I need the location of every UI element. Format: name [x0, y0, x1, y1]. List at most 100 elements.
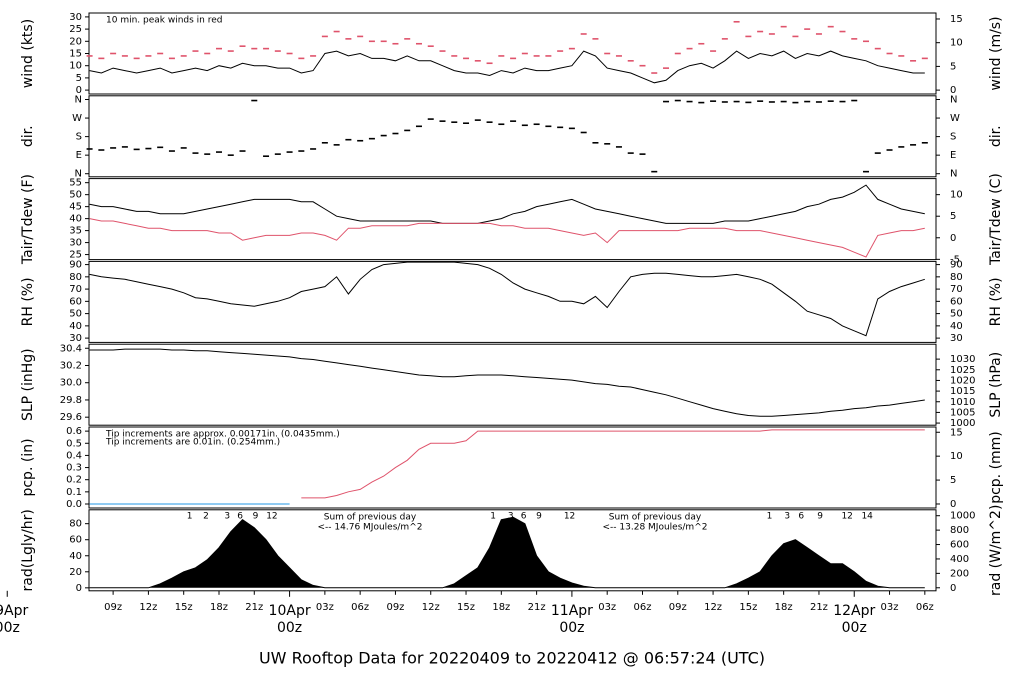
y-tick-label: 25 — [69, 24, 82, 35]
y-tick-label: 20 — [69, 567, 82, 578]
y-tick-label: 0 — [76, 583, 82, 594]
date-label: 12Apr — [833, 603, 875, 619]
date-label: 10Apr — [269, 603, 311, 619]
y-tick-label: 0.0 — [66, 499, 82, 510]
y-axis-label: rad(Lgly/hr) — [20, 509, 36, 591]
y-tick-label: 45 — [69, 202, 82, 213]
panel-frame — [88, 509, 937, 592]
y2-tick-label: 200 — [950, 568, 969, 579]
y2-tick-label: 1000 — [950, 418, 975, 429]
y2-tick-label: W — [950, 113, 960, 124]
y2-tick-label: N — [950, 95, 957, 106]
y-tick-label: 55 — [69, 178, 82, 189]
y-tick-label: 10 — [69, 61, 82, 72]
y-tick-label: 35 — [69, 226, 82, 237]
y-tick-label: W — [72, 113, 82, 124]
y2-tick-label: 1030 — [950, 354, 975, 365]
note: Tip increments are approx. 0.00171in. (0… — [105, 430, 340, 440]
y-tick-label: 0.3 — [66, 463, 82, 474]
y2-tick-label: 0 — [950, 233, 956, 244]
x-tick-label: 15z — [739, 602, 757, 613]
y-tick-label: 30.2 — [60, 360, 82, 371]
y-tick-label: 30 — [69, 238, 82, 249]
y2-tick-label: 5 — [950, 211, 956, 222]
y2-tick-label: S — [950, 132, 956, 143]
y2-tick-label: 15 — [950, 14, 963, 25]
date-label: 11Apr — [551, 603, 593, 619]
y-tick-label: 80 — [69, 272, 82, 283]
y2-tick-label: -5 — [950, 254, 960, 265]
y-tick-label: 40 — [69, 551, 82, 562]
y2-tick-label: 1020 — [950, 375, 975, 386]
y2-tick-label: 10 — [950, 38, 963, 49]
y-axis-label: wind (kts) — [20, 19, 36, 88]
y2-tick-label: 90 — [950, 260, 963, 271]
x-tick-label: 09z — [104, 602, 122, 613]
hour-mark: 3 — [784, 511, 790, 521]
hour-mark: 12 — [564, 511, 575, 521]
y-tick-label: 80 — [69, 519, 82, 530]
hour-mark: 3 — [224, 511, 230, 521]
y2-tick-label: 1025 — [950, 365, 975, 376]
y2-tick-label: 0 — [950, 583, 956, 594]
x-tick-label: 12z — [422, 602, 440, 613]
x-tick-label: 21z — [528, 602, 546, 613]
date-hour-label: 00z — [277, 620, 302, 636]
date-label: 09Apr — [0, 603, 28, 619]
y-tick-label: 50 — [69, 309, 82, 320]
hour-mark: 9 — [536, 511, 542, 521]
y2-tick-label: 5 — [950, 475, 956, 486]
y-tick-label: 40 — [69, 321, 82, 332]
data-line — [89, 218, 925, 258]
y2-tick-label: 1005 — [950, 407, 975, 418]
y-axis-label: dir. — [20, 125, 36, 147]
x-tick-label: 03z — [316, 602, 334, 613]
x-tick-label: 12z — [139, 602, 157, 613]
y-tick-label: 0.6 — [66, 426, 82, 437]
y2-axis-label: dir. — [988, 125, 1004, 147]
data-line — [301, 429, 925, 499]
y2-tick-label: 800 — [950, 525, 969, 536]
x-tick-label: 06z — [351, 602, 369, 613]
sum-note: Sum of previous day — [609, 512, 702, 522]
y-tick-label: S — [76, 132, 82, 143]
y2-axis-label: rad (W/m^2) — [988, 505, 1004, 596]
y-tick-label: 15 — [69, 49, 82, 60]
y-tick-label: 29.8 — [60, 395, 82, 406]
y2-tick-label: N — [950, 169, 957, 180]
x-tick-label: 18z — [210, 602, 228, 613]
y2-tick-label: 400 — [950, 554, 969, 565]
x-tick-label: 03z — [598, 602, 616, 613]
y2-axis-label: RH (%) — [988, 277, 1004, 326]
y-tick-label: 30 — [69, 12, 82, 23]
hour-mark: 12 — [841, 511, 852, 521]
hour-mark: 1 — [490, 511, 496, 521]
y2-tick-label: 1010 — [950, 397, 975, 408]
y-tick-label: 30.0 — [60, 378, 82, 389]
y-tick-label: 60 — [69, 296, 82, 307]
y2-tick-label: 0 — [950, 499, 956, 510]
y-tick-label: 29.6 — [60, 412, 82, 423]
y2-tick-label: 30 — [950, 333, 963, 344]
data-line — [89, 184, 925, 224]
x-tick-label: 06z — [633, 602, 651, 613]
sum-note: Sum of previous day — [324, 512, 417, 522]
y-tick-label: 30.4 — [60, 343, 82, 354]
x-tick-label: 06z — [916, 602, 934, 613]
y-tick-label: E — [76, 150, 82, 161]
data-area — [89, 516, 925, 589]
x-tick-label: 03z — [881, 602, 899, 613]
y2-tick-label: 15 — [950, 427, 963, 438]
x-tick-label: 09z — [386, 602, 404, 613]
x-tick-label: 18z — [775, 602, 793, 613]
hour-mark: 1 — [187, 511, 193, 521]
note: 10 min. peak winds in red — [106, 16, 223, 26]
y2-tick-label: E — [950, 150, 956, 161]
y2-tick-label: 0 — [950, 85, 956, 96]
page-title: UW Rooftop Data for 20220409 to 20220412… — [259, 649, 765, 668]
hour-mark: 6 — [237, 511, 243, 521]
date-hour-label: 00z — [0, 620, 20, 636]
date-hour-label: 00z — [559, 620, 584, 636]
